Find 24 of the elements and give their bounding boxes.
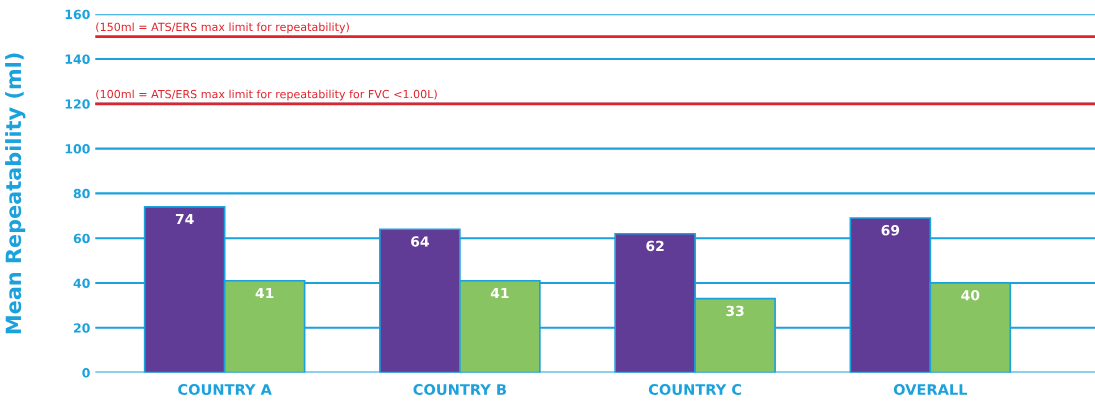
data-label: 62 [646,240,664,252]
y-tick-label: 40 [73,278,90,288]
y-axis-title: Mean Repeatability (ml) [5,53,26,334]
data-label: 40 [961,289,980,301]
data-label: 41 [255,287,274,299]
ref-line-label: (100ml = ATS/ERS max limit for repeatability for FVC <1.00L) [96,89,437,101]
y-tick-label: 20 [74,323,90,333]
x-tick-label: COUNTRY B [413,383,506,395]
y-tick-label: 60 [73,233,90,244]
data-label: 69 [881,225,900,236]
y-tick-label: 80 [73,188,90,199]
x-tick-label: COUNTRY A [178,383,272,395]
x-tick-label: OVERALL [893,383,968,395]
data-label: 33 [726,305,744,317]
data-label: 64 [411,236,429,247]
ref-line-label: (150ml = ATS/ERS max limit for repeatability) [96,22,349,34]
y-tick-label: 120 [65,99,90,109]
data-label: 41 [490,287,509,299]
x-tick-label: COUNTRY C [648,383,742,395]
data-label: 74 [175,213,194,225]
y-tick-label: 0 [82,368,90,378]
y-tick-label: 160 [65,9,90,20]
y-tick-label: 100 [65,144,90,154]
y-tick-label: 140 [65,54,90,64]
